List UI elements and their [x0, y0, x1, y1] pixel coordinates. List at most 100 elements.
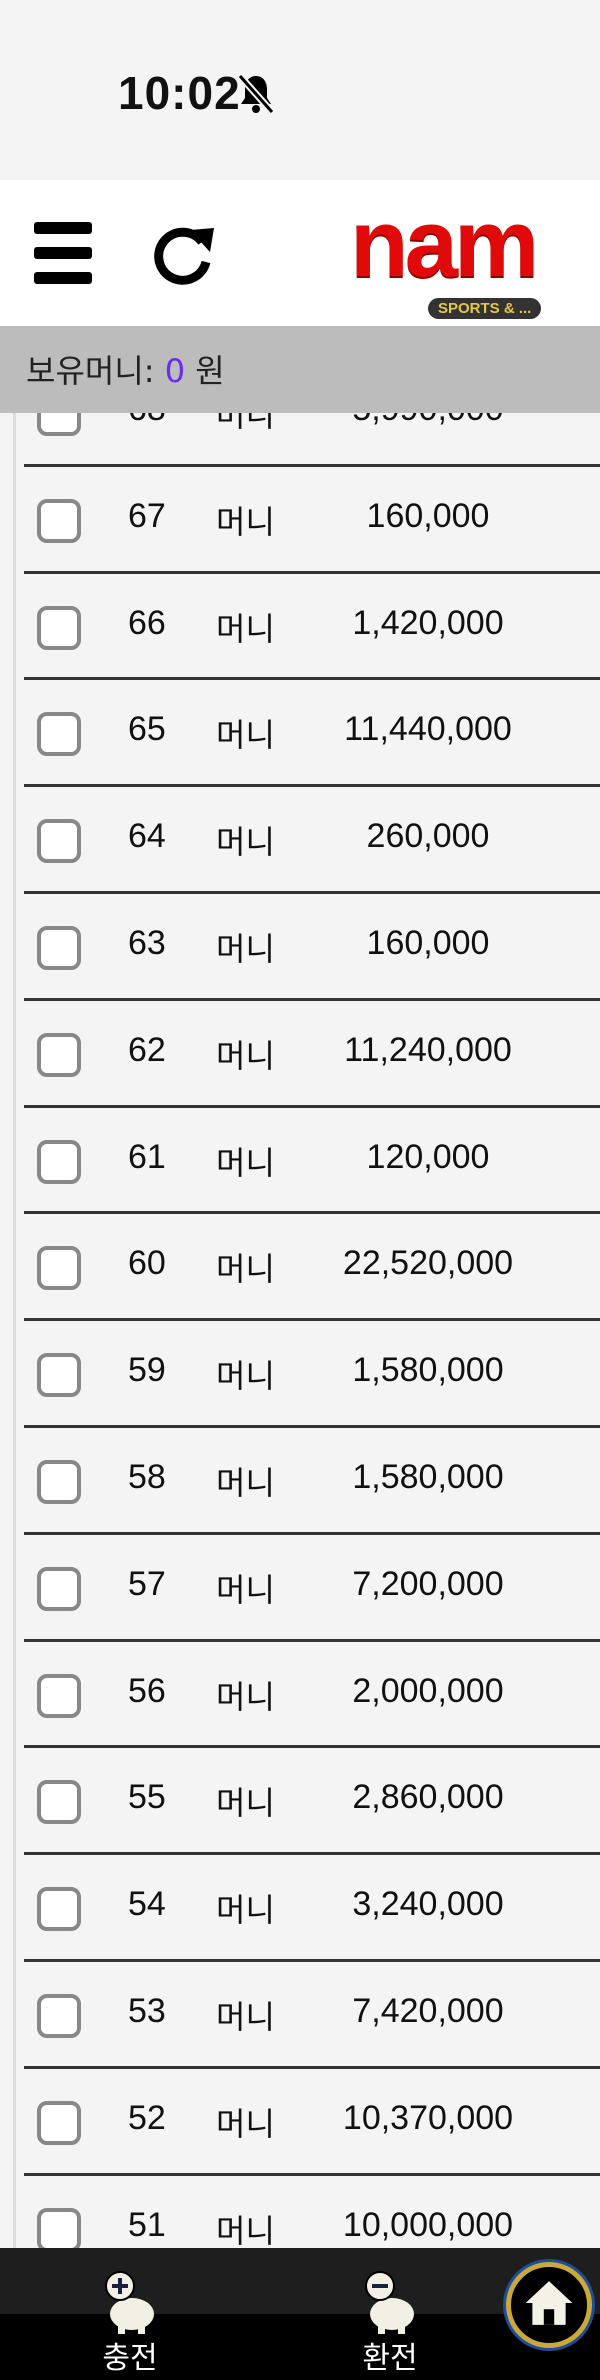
withdraw-button[interactable]: 환전 — [320, 2248, 460, 2380]
bottom-nav: 충전 환전 — [0, 2248, 600, 2380]
row-checkbox[interactable] — [37, 925, 81, 970]
row-checkbox[interactable] — [37, 1246, 81, 1291]
bell-muted-icon — [237, 73, 275, 115]
list-item: 55 머니 2,860,000 — [24, 1748, 600, 1856]
row-number: 57 — [128, 1564, 166, 1603]
row-type: 머니 — [216, 1891, 275, 1930]
logo-text: nam — [350, 190, 539, 297]
row-amount: 7,420,000 — [352, 1991, 504, 2030]
row-type: 머니 — [216, 1463, 275, 1502]
row-number: 62 — [128, 1030, 166, 1069]
row-number: 56 — [128, 1671, 166, 1710]
row-number: 53 — [128, 1991, 166, 2030]
row-checkbox[interactable] — [37, 712, 81, 757]
row-amount: 260,000 — [366, 817, 490, 856]
app-header: nam SPORTS & ... — [0, 180, 600, 326]
refresh-icon[interactable] — [150, 220, 220, 290]
row-number: 52 — [128, 2098, 166, 2137]
row-number: 63 — [128, 923, 166, 962]
row-number: 66 — [128, 603, 166, 642]
balance-label: 보유머니: — [26, 352, 155, 390]
home-button[interactable] — [506, 2262, 592, 2348]
balance-value: 0 — [164, 352, 186, 390]
money-list: 68머니5,990,00067머니160,00066머니1,420,00065머… — [0, 360, 600, 2283]
row-type: 머니 — [216, 2211, 275, 2250]
row-number: 60 — [128, 1244, 166, 1283]
menu-button[interactable] — [34, 222, 92, 284]
list-item: 64 머니 260,000 — [24, 787, 600, 894]
row-amount: 160,000 — [366, 496, 490, 535]
row-amount: 160,000 — [366, 923, 490, 962]
row-number: 61 — [128, 1137, 166, 1176]
row-amount: 11,240,000 — [344, 1030, 512, 1069]
list-item: 62 머니 11,240,000 — [24, 1001, 600, 1108]
piggy-plus-icon — [105, 2271, 154, 2334]
deposit-label: 충전 — [102, 2341, 158, 2376]
list-item: 56 머니 2,000,000 — [24, 1642, 600, 1749]
row-type: 머니 — [216, 929, 275, 968]
row-type: 머니 — [216, 502, 275, 541]
row-number: 54 — [128, 1885, 166, 1924]
row-type: 머니 — [216, 1997, 275, 2036]
row-checkbox[interactable] — [37, 1139, 81, 1184]
row-amount: 120,000 — [366, 1137, 490, 1176]
hamburger-icon — [34, 222, 92, 234]
row-amount: 10,370,000 — [342, 2098, 514, 2137]
status-time: 10:02 — [118, 67, 241, 119]
row-amount: 7,200,000 — [352, 1564, 504, 1603]
list-item: 66 머니 1,420,000 — [24, 574, 600, 681]
row-type: 머니 — [216, 1784, 275, 1823]
row-type: 머니 — [216, 1036, 275, 1075]
row-amount: 2,860,000 — [352, 1778, 504, 1817]
row-checkbox[interactable] — [37, 819, 81, 864]
row-number: 64 — [128, 817, 166, 856]
row-number: 51 — [128, 2205, 166, 2244]
row-checkbox[interactable] — [37, 1566, 81, 1611]
row-amount: 3,240,000 — [352, 1885, 504, 1924]
row-type: 머니 — [216, 1250, 275, 1289]
row-checkbox[interactable] — [37, 1353, 81, 1398]
list-item: 60 머니 22,520,000 — [24, 1214, 600, 1322]
row-number: 58 — [128, 1457, 166, 1496]
logo[interactable]: nam SPORTS & ... — [350, 190, 590, 326]
piggy-minus-icon — [365, 2271, 414, 2334]
row-number: 55 — [128, 1778, 166, 1817]
row-amount: 11,440,000 — [344, 710, 512, 749]
row-type: 머니 — [216, 1143, 275, 1182]
row-checkbox[interactable] — [37, 1780, 81, 1825]
row-checkbox[interactable] — [37, 1032, 81, 1077]
row-checkbox[interactable] — [37, 498, 81, 543]
row-checkbox[interactable] — [37, 1993, 81, 2038]
list-item: 63 머니 160,000 — [24, 894, 600, 1001]
row-type: 머니 — [216, 823, 275, 862]
row-checkbox[interactable] — [37, 1673, 81, 1718]
deposit-button[interactable]: 충전 — [60, 2248, 200, 2380]
home-icon — [525, 2281, 573, 2325]
row-amount: 1,420,000 — [352, 603, 504, 642]
list-border — [13, 413, 16, 2248]
row-amount: 1,580,000 — [352, 1351, 504, 1390]
list-item: 54 머니 3,240,000 — [24, 1855, 600, 1962]
list-item: 67 머니 160,000 — [24, 467, 600, 574]
balance-bar: 보유머니: 0 원 — [0, 326, 600, 413]
row-amount: 1,580,000 — [352, 1457, 504, 1496]
row-number: 67 — [128, 496, 166, 535]
row-checkbox[interactable] — [37, 2207, 81, 2252]
row-type: 머니 — [216, 1677, 275, 1716]
row-checkbox[interactable] — [37, 2100, 81, 2145]
row-type: 머니 — [216, 1570, 275, 1609]
list-item: 57 머니 7,200,000 — [24, 1535, 600, 1642]
row-type: 머니 — [216, 609, 275, 648]
row-checkbox[interactable] — [37, 1887, 81, 1932]
balance-unit: 원 — [195, 352, 225, 390]
list-item: 58 머니 1,580,000 — [24, 1428, 600, 1535]
list-item: 53 머니 7,420,000 — [24, 1962, 600, 2069]
logo-badge: SPORTS & ... — [428, 298, 542, 319]
list-item: 65 머니 11,440,000 — [24, 680, 600, 788]
list-item: 61 머니 120,000 — [24, 1108, 600, 1215]
status-bar: 10:02 — [0, 0, 600, 180]
row-type: 머니 — [216, 2104, 275, 2143]
row-checkbox[interactable] — [37, 1459, 81, 1504]
row-amount: 22,520,000 — [342, 1244, 514, 1283]
row-checkbox[interactable] — [37, 605, 81, 650]
